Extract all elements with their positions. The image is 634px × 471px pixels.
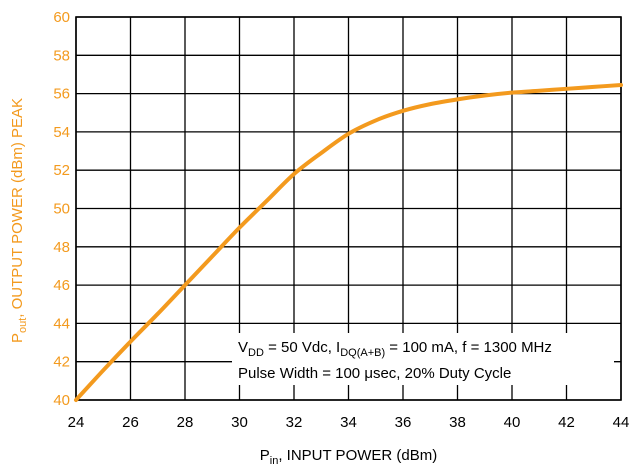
- x-tick-label: 32: [286, 414, 303, 431]
- plot-frame: [75, 16, 622, 401]
- annotation-box: VDD = 50 Vdc, IDQ(A+B) = 100 mA, f = 130…: [232, 333, 614, 385]
- x-tick-label: 24: [68, 414, 85, 431]
- anno-end: = 100 mA, f = 1300 MHz: [385, 339, 552, 356]
- x-tick-label: 36: [395, 414, 412, 431]
- x-tick-label: 30: [231, 414, 248, 431]
- y-tick-label: 56: [53, 86, 70, 103]
- x-label-sub: in: [270, 455, 279, 467]
- y-tick-label: 40: [53, 392, 70, 409]
- y-label-prefix: P: [9, 333, 26, 343]
- x-tick-label: 26: [122, 414, 139, 431]
- y-tick-label: 54: [53, 124, 70, 141]
- y-tick-label: 48: [53, 239, 70, 256]
- y-tick-label: 58: [53, 47, 70, 64]
- x-tick-label: 40: [504, 414, 521, 431]
- anno-mid: = 50 Vdc, I: [264, 339, 340, 356]
- anno-vdd-sub: DD: [248, 347, 264, 359]
- x-axis-label: Pin, INPUT POWER (dBm): [260, 447, 437, 467]
- y-tick-label: 50: [53, 201, 70, 218]
- y-tick-label: 52: [53, 162, 70, 179]
- series-layer: [74, 82, 623, 402]
- pout-series-line: [74, 82, 623, 402]
- x-tick-labels: 24 26 28 30 32 34 36 38 40 42 44: [68, 414, 630, 431]
- y-tick-label: 60: [53, 9, 70, 26]
- y-tick-label: 44: [53, 315, 70, 332]
- annotation-background: [232, 333, 614, 385]
- x-tick-label: 42: [558, 414, 575, 431]
- x-tick-label: 38: [449, 414, 466, 431]
- y-axis-label: Pout, OUTPUT POWER (dBm) PEAK: [9, 98, 29, 343]
- y-tick-label: 46: [53, 277, 70, 294]
- x-tick-label: 28: [177, 414, 194, 431]
- x-label-rest: , INPUT POWER (dBm): [278, 447, 437, 464]
- anno-idq-sub: DQ(A+B): [340, 347, 385, 359]
- x-label-prefix: P: [260, 447, 270, 464]
- y-label-sub: out: [17, 318, 29, 333]
- x-tick-label: 44: [613, 414, 630, 431]
- anno-v: V: [238, 339, 248, 356]
- y-tick-label: 42: [53, 354, 70, 371]
- y-tick-labels: 40 42 44 46 48 50 52 54 56 58 60: [53, 9, 70, 409]
- y-label-rest: , OUTPUT POWER (dBm) PEAK: [9, 98, 26, 318]
- x-tick-label: 34: [340, 414, 357, 431]
- annotation-pulse: Pulse Width = 100 μsec, 20% Duty Cycle: [238, 365, 511, 382]
- annotation-conditions: VDD = 50 Vdc, IDQ(A+B) = 100 mA, f = 130…: [238, 339, 552, 359]
